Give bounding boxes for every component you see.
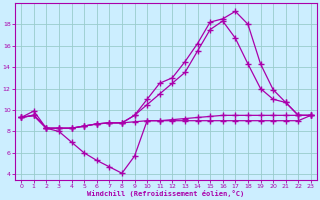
X-axis label: Windchill (Refroidissement éolien,°C): Windchill (Refroidissement éolien,°C) (87, 190, 245, 197)
